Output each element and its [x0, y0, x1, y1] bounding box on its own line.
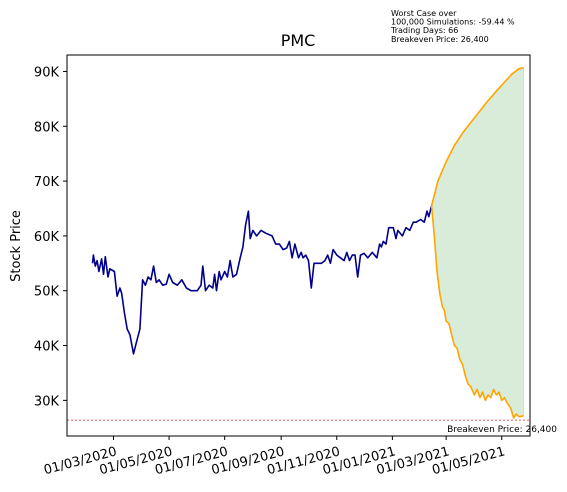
y-tick-label: 60K — [34, 230, 60, 245]
annotation-line: Worst Case over — [391, 9, 457, 18]
series-line-1 — [430, 66, 524, 206]
annotation-line: 100,000 Simulations: -59.44 % — [391, 18, 515, 27]
chart-title: PMC — [281, 31, 316, 50]
x-axis-ticks: 01/03/202001/05/202001/07/202001/09/2020… — [42, 436, 507, 478]
breakeven-label: Breakeven Price: 26,400 — [447, 425, 557, 435]
y-tick-label: 90K — [34, 65, 60, 80]
simulation-range-fill — [431, 67, 525, 419]
y-tick-label: 70K — [34, 175, 60, 190]
series-line-2 — [430, 205, 524, 419]
simulation-range-fill-layer — [431, 67, 525, 419]
y-tick-label: 40K — [34, 340, 60, 355]
series-layer — [91, 66, 524, 419]
y-tick-label: 30K — [34, 394, 60, 409]
y-axis-ticks: 30K 40K 50K 60K 70K 80K 90K — [34, 65, 67, 409]
series-line-0 — [91, 205, 433, 355]
y-tick-label: 50K — [34, 285, 60, 300]
plot-frame — [66, 54, 531, 437]
y-tick-label: 80K — [34, 120, 60, 135]
annotation-line: Trading Days: 66 — [390, 26, 458, 35]
annotation-line: Breakeven Price: 26,400 — [391, 35, 489, 44]
y-axis-title: Stock Price — [9, 210, 24, 282]
